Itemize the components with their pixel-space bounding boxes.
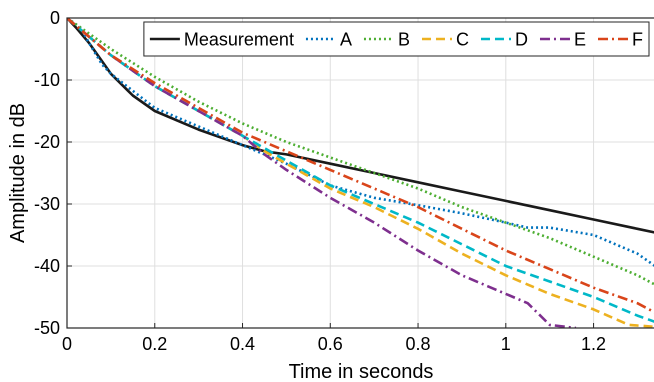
- legend-label-c: C: [456, 30, 469, 50]
- y-axis-title: Amplitude in dB: [7, 103, 29, 243]
- legend-label-f: F: [632, 30, 643, 50]
- series-line-d: [67, 18, 654, 323]
- y-tick-label: -10: [34, 70, 60, 90]
- legend: Measurement A B C D E F: [143, 21, 650, 57]
- series-group: [67, 18, 654, 328]
- ticks: 0 0.2 0.4 0.6 0.8 1 1.2 0 -10 -20 -30 -40 -50: [34, 8, 606, 354]
- series-line-f: [67, 18, 654, 314]
- y-tick-label: -40: [34, 256, 60, 276]
- series-line-e: [67, 18, 577, 328]
- plot-frame: [66, 17, 654, 329]
- legend-label-e: E: [574, 30, 586, 50]
- y-tick-label: -20: [34, 132, 60, 152]
- y-tick-label: -30: [34, 194, 60, 214]
- y-tick-label: -50: [34, 318, 60, 338]
- legend-label-a: A: [340, 30, 352, 50]
- series-line-b: [67, 18, 654, 286]
- x-tick-label: 0.6: [318, 334, 343, 354]
- x-tick-label: 0.8: [406, 334, 431, 354]
- x-tick-label: 0.2: [142, 334, 167, 354]
- x-tick-label: 1.2: [581, 334, 606, 354]
- x-tick-label: 1: [501, 334, 511, 354]
- series-line-c: [67, 18, 654, 328]
- x-axis-title: Time in seconds: [289, 361, 434, 382]
- y-tick-label: 0: [50, 8, 60, 28]
- legend-label-d: D: [515, 30, 528, 50]
- x-tick-label: 0.4: [230, 334, 255, 354]
- x-tick-label: 0: [62, 334, 72, 354]
- legend-label-measurement: Measurement: [184, 30, 294, 50]
- series-line-measurement: [67, 18, 654, 234]
- legend-label-b: B: [398, 30, 410, 50]
